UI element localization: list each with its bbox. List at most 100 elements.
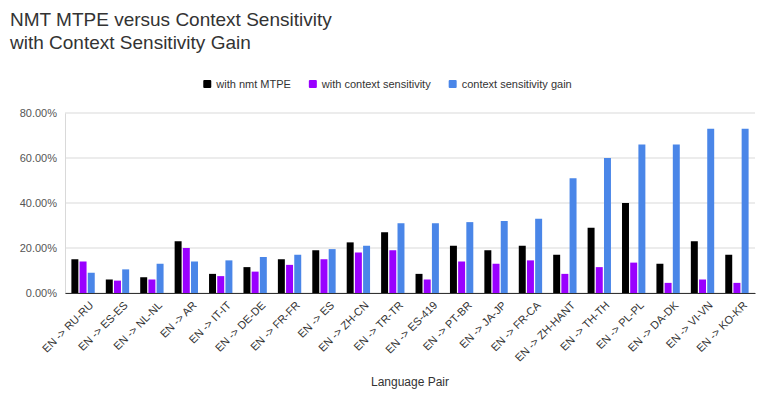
y-axis: 0.00% 20.00% 40.00% 60.00% 80.00% xyxy=(20,107,66,299)
bar xyxy=(458,262,465,294)
bar xyxy=(225,260,232,293)
title-line: NMT MTPE versus Context Sensitivity xyxy=(10,9,332,30)
bar xyxy=(191,262,198,294)
legend-item: context sensitivity gain xyxy=(449,78,572,90)
y-tick: 60.00% xyxy=(20,152,65,164)
y-tick-label: 60.00% xyxy=(20,152,58,164)
bar xyxy=(329,249,336,293)
bar xyxy=(466,222,473,293)
bar xyxy=(355,253,362,294)
grid-line xyxy=(65,293,755,294)
x-tick: EN -> KO-KR xyxy=(694,293,749,354)
chart: NMT MTPE versus Context Sensitivitywith … xyxy=(0,0,775,407)
x-tick: EN -> NL-NL xyxy=(111,293,164,352)
bar xyxy=(432,223,439,293)
bar xyxy=(252,272,259,293)
bar xyxy=(80,262,87,294)
bar xyxy=(106,280,113,294)
bar xyxy=(260,257,267,293)
bar xyxy=(140,277,147,293)
x-tick: EN -> FR-FR xyxy=(248,293,302,353)
legend-label: context sensitivity gain xyxy=(462,78,572,90)
bar xyxy=(88,273,95,293)
bar xyxy=(596,267,603,293)
bar xyxy=(725,255,732,293)
bar xyxy=(312,250,319,293)
bar xyxy=(294,255,301,293)
bar xyxy=(707,129,714,293)
bar xyxy=(278,259,285,293)
bar xyxy=(553,255,560,293)
bar xyxy=(699,280,706,294)
bar xyxy=(501,221,508,293)
legend-item: with nmt MTPE xyxy=(203,78,291,90)
bar xyxy=(588,228,595,293)
y-tick-label: 40.00% xyxy=(20,197,58,209)
x-tick: EN -> ZH-HANT xyxy=(512,293,577,364)
legend-item: with context sensitivity xyxy=(309,78,431,90)
grid-line xyxy=(65,158,755,159)
y-tick: 20.00% xyxy=(20,242,65,254)
bar xyxy=(398,223,405,293)
bar xyxy=(122,269,129,293)
y-tick: 80.00% xyxy=(20,107,65,119)
bar xyxy=(320,259,327,293)
title-line: with Context Sensitivity Gain xyxy=(9,32,251,53)
x-tick-label: EN -> ZH-HANT xyxy=(512,299,577,364)
x-tick-label: EN -> NL-NL xyxy=(111,299,164,352)
x-axis: EN -> RU-RUEN -> ES-ESEN -> NL-NLEN -> A… xyxy=(40,293,756,364)
bar xyxy=(493,264,500,293)
x-axis-title: Language Pair xyxy=(371,375,449,389)
bar xyxy=(450,246,457,293)
bar xyxy=(71,259,78,293)
bar xyxy=(217,276,224,293)
bar xyxy=(570,178,577,293)
bar xyxy=(148,280,155,294)
bar xyxy=(209,274,216,293)
bar xyxy=(157,264,164,293)
bar-series xyxy=(88,129,749,293)
bar xyxy=(286,265,293,293)
bar xyxy=(604,158,611,293)
bar xyxy=(519,246,526,293)
title: NMT MTPE versus Context Sensitivitywith … xyxy=(9,9,332,53)
bar-series xyxy=(71,203,732,293)
legend-label: with context sensitivity xyxy=(321,78,431,90)
bar xyxy=(363,246,370,293)
grid xyxy=(65,113,755,293)
legend-swatch xyxy=(309,80,317,88)
bar xyxy=(389,250,396,293)
bar xyxy=(183,248,190,293)
y-tick-label: 0.00% xyxy=(26,287,57,299)
x-tick-label: EN -> KO-KR xyxy=(694,299,749,354)
bar xyxy=(656,264,663,293)
bar xyxy=(691,241,698,293)
bar xyxy=(638,145,645,294)
bar xyxy=(733,283,740,293)
bar xyxy=(243,267,250,293)
bar xyxy=(665,283,672,293)
legend-label: with nmt MTPE xyxy=(215,78,291,90)
bar xyxy=(742,129,749,293)
bar xyxy=(535,219,542,293)
legend-swatch xyxy=(449,80,457,88)
y-tick: 40.00% xyxy=(20,197,65,209)
bar xyxy=(381,232,388,293)
bar xyxy=(622,203,629,293)
plot: 0.00% 20.00% 40.00% 60.00% 80.00% EN -> RU-RU… xyxy=(20,107,756,364)
bar xyxy=(673,145,680,294)
y-tick-label: 20.00% xyxy=(20,242,58,254)
y-tick: 0.00% xyxy=(26,287,65,299)
y-axis-line xyxy=(65,114,66,294)
bar xyxy=(424,280,431,294)
x-axis-line xyxy=(66,293,756,294)
bar xyxy=(561,274,568,293)
x-tick-label: EN -> FR-FR xyxy=(248,299,302,353)
bars xyxy=(71,129,748,293)
bar xyxy=(114,281,121,293)
grid-line xyxy=(65,113,755,114)
legend: with nmt MTPE with context sensitivity con… xyxy=(203,78,571,90)
bar xyxy=(630,263,637,293)
legend-swatch xyxy=(203,80,211,88)
grid-line xyxy=(65,203,755,204)
